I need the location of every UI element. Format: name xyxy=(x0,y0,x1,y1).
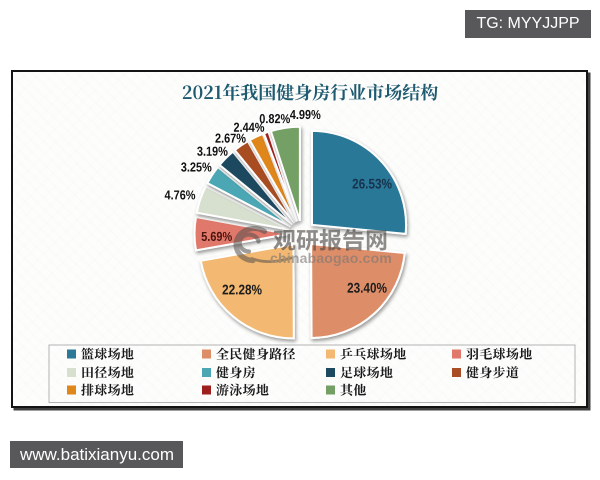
svg-text:chinabaogao.com: chinabaogao.com xyxy=(270,250,392,266)
